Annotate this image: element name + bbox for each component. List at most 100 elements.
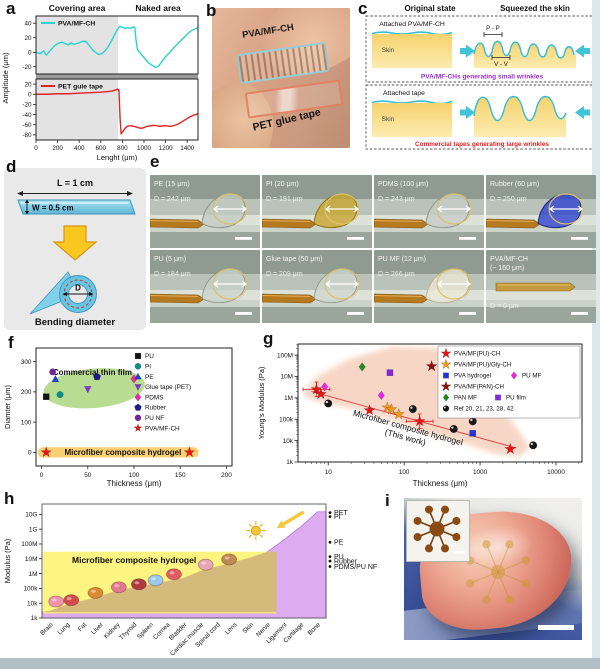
svg-text:600: 600 — [96, 145, 107, 152]
diameter-value: D = 242 μm — [154, 196, 191, 203]
f-ylabel: Diamter (μm) — [3, 385, 12, 429]
trend-line — [311, 390, 517, 449]
scale-bar — [538, 625, 574, 630]
tissue-label: Lung — [56, 621, 71, 636]
svg-text:PE: PE — [145, 374, 154, 381]
material-label: PI — [334, 514, 341, 521]
hydrogel-band-label: Microfiber composite hydrogel — [64, 448, 181, 457]
tissue-label: Bone — [307, 621, 323, 637]
svg-text:800: 800 — [117, 145, 128, 152]
panel-label-a: a — [6, 0, 16, 18]
svg-text:200: 200 — [221, 472, 232, 479]
panel-b-photo: PVA/MF-CH PET glue tape — [212, 8, 350, 148]
panel-g-modulus-chart: Microfiber composite hydrogel(This work)… — [257, 343, 583, 488]
panel-c-diagram: Original state Squeezed the skin Attache… — [365, 4, 594, 150]
svg-text:1200: 1200 — [159, 145, 174, 152]
flat-hydrogel-strip — [495, 282, 576, 292]
spinal-cord-icon — [197, 558, 214, 571]
svg-text:100k: 100k — [279, 416, 294, 423]
svg-text:PI: PI — [145, 364, 151, 371]
svg-text:PVA/MF(PU)/Gly-CH: PVA/MF(PU)/Gly-CH — [454, 362, 511, 369]
svg-text:1M: 1M — [284, 395, 293, 402]
squeeze-arrow-left-icon-2 — [460, 106, 475, 119]
svg-text:100M: 100M — [21, 541, 37, 548]
down-arrow-icon — [52, 225, 98, 261]
svg-text:-80: -80 — [22, 132, 32, 139]
pva-mf-ch-trace — [35, 25, 199, 69]
c-attached-tape: Attached tape — [383, 90, 425, 97]
d-loop-outer-edge — [59, 275, 97, 313]
d-width-arrowhead-bottom — [25, 211, 29, 215]
c-large-wrinkles-fill — [474, 96, 566, 137]
diameter-value: D = 243 μm — [378, 196, 415, 203]
a-ylabel: Amplitude (μm) — [1, 52, 10, 104]
bending-test-photo-1: PE (15 μm) D = 242 μm — [150, 175, 260, 250]
c-caption-large-wrinkles: Commercial tapes generating large wrinkl… — [415, 141, 549, 148]
svg-text:1G: 1G — [29, 526, 38, 533]
svg-text:1000: 1000 — [473, 469, 488, 476]
svg-text:50: 50 — [84, 472, 92, 479]
panel-label-f: f — [8, 333, 14, 352]
panel-label-b: b — [206, 1, 217, 20]
svg-text:100: 100 — [129, 472, 140, 479]
panel-a-amplitude-chart: Covering area Naked area40200-20200-20-40… — [1, 3, 199, 162]
hydrogel-band-label: Microfiber composite hydrogel — [72, 555, 196, 565]
kidney-icon — [110, 581, 127, 594]
pva-film — [236, 41, 330, 85]
scale-bar — [235, 237, 252, 240]
material-label: PDMS (100 μm) — [378, 181, 428, 188]
d-diameter-label: D — [75, 284, 81, 293]
scale-bar — [571, 312, 588, 315]
d-width-label: W = 0.5 cm — [32, 204, 74, 213]
page-edge-right — [592, 0, 600, 658]
c-large-wrinkles-line — [473, 95, 567, 122]
c-skin-label-2: Skin — [382, 116, 395, 123]
svg-text:Glue tape (PET): Glue tape (PET) — [145, 384, 191, 391]
panel-f-diameter-chart: Commercial thin film Microfiber composite… — [3, 347, 233, 488]
scale-bar — [571, 237, 588, 240]
scale-bar — [235, 312, 252, 315]
panel-label-i: i — [385, 491, 390, 510]
panel-h-tissue-modulus-chart: Microfiber composite hydrogel 1k 10k 100k 1M… — [3, 503, 377, 658]
svg-text:0: 0 — [34, 145, 38, 152]
diameter-value: D = 191 μm — [266, 196, 303, 203]
material-label: PU (5 μm) — [154, 256, 186, 263]
inset-scale-bar — [453, 551, 465, 554]
svg-text:PVA/MF(PAN)-CH: PVA/MF(PAN)-CH — [454, 384, 504, 391]
svg-text:10k: 10k — [27, 600, 38, 607]
cornea-icon — [147, 574, 164, 587]
d-diameter-arrowhead-right — [89, 292, 94, 296]
inset-device-photo — [406, 500, 470, 562]
covering-area-shade — [36, 79, 119, 140]
svg-text:PDMS: PDMS — [145, 394, 163, 401]
svg-text:PU NF: PU NF — [145, 415, 164, 422]
svg-text:0: 0 — [28, 91, 32, 98]
naked-area-label: Naked area — [135, 3, 181, 13]
scale-bar — [347, 237, 364, 240]
bending-test-photo-7: PU MF (12 μm) D = 266 μm — [374, 250, 484, 325]
c-caption-small-wrinkles: PVA/MF-CHs generating small wrinkles — [421, 74, 544, 81]
svg-text:100M: 100M — [277, 352, 293, 359]
material-label: PI (20 μm) — [266, 181, 299, 188]
svg-text:150: 150 — [175, 472, 186, 479]
panel-label-e: e — [150, 152, 160, 171]
squeeze-arrow-right-icon — [575, 44, 590, 58]
svg-text:-40: -40 — [22, 112, 32, 119]
c-header-original: Original state — [404, 4, 456, 13]
svg-text:PVA hydrogel: PVA hydrogel — [454, 373, 491, 380]
covering-area-shade — [36, 16, 119, 74]
tissue-label: Brain — [39, 621, 55, 637]
svg-text:PAN MF: PAN MF — [454, 395, 477, 402]
electrode-array-on-heart — [466, 540, 530, 604]
d-bent-loop: D — [29, 271, 97, 315]
c-header-squeezed: Squeezed the skin — [500, 4, 570, 13]
bending-test-photo-5: PU (5 μm) D = 184 μm — [150, 250, 260, 325]
pet-legend-label: PET gule tape — [58, 83, 103, 90]
h-ylabel: Modulus (Pa) — [3, 538, 12, 583]
tissue-modulus-area — [42, 551, 277, 613]
material-thickness-label: (~ 160 μm) — [490, 265, 524, 272]
c-small-wrinkles-line — [473, 40, 575, 59]
f-xlabel: Thickness (μm) — [107, 479, 162, 488]
chart-divider — [36, 74, 198, 79]
